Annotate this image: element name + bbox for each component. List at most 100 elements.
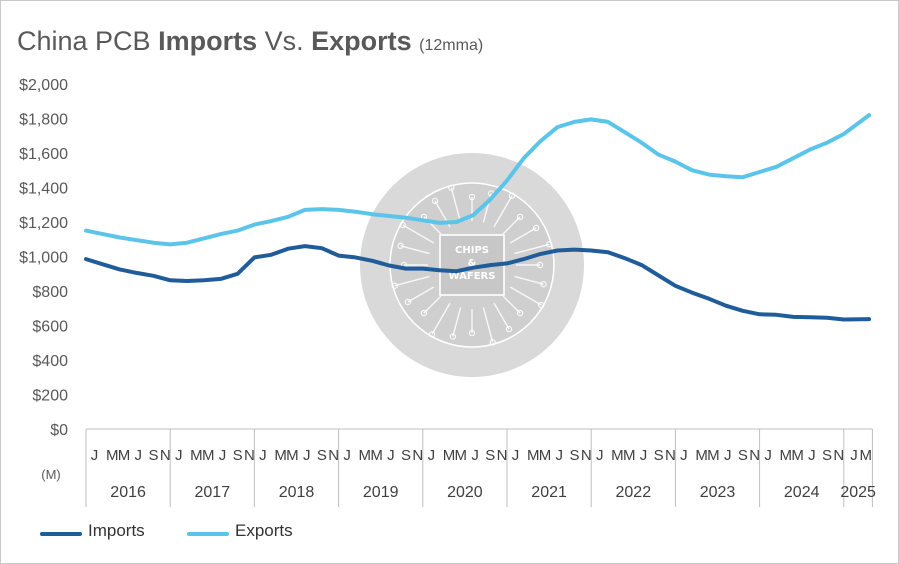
legend-swatch-exports [187, 532, 229, 536]
watermark-trace [502, 216, 521, 235]
chart-title: China PCB Imports Vs. Exports (12mma) [17, 24, 483, 63]
month-label: N [328, 447, 339, 464]
title-prefix: China PCB [17, 26, 159, 56]
legend-label-exports: Exports [235, 521, 293, 540]
watermark-node [516, 213, 524, 221]
month-label: N [497, 447, 508, 464]
month-label: M [286, 447, 299, 464]
month-label: M [791, 447, 804, 464]
month-label: M [527, 447, 540, 464]
month-label: M [190, 447, 203, 464]
month-label: S [485, 447, 495, 464]
y-tick-label: $1,200 [19, 215, 68, 232]
month-label: S [822, 447, 832, 464]
y-unit-label: (M) [41, 467, 61, 482]
month-label: J [724, 447, 732, 464]
watermark-trace [431, 302, 451, 335]
month-label: N [833, 447, 844, 464]
watermark-node [532, 224, 540, 232]
watermark-text-1: CHIPS [455, 245, 489, 256]
watermark-node [538, 301, 545, 309]
title-imports: Imports [158, 26, 258, 56]
year-label: 2019 [363, 484, 399, 501]
y-tick-label: $400 [32, 353, 68, 370]
watermark-trace [400, 245, 430, 255]
watermark-trace [509, 286, 542, 306]
y-tick-label: $1,800 [19, 112, 68, 129]
watermark-trace [402, 224, 435, 244]
month-label: J [343, 447, 351, 464]
y-tick-label: $800 [32, 284, 68, 301]
y-tick-label: $0 [50, 422, 68, 439]
year-label: 2017 [195, 484, 231, 501]
year-label: 2016 [110, 484, 146, 501]
month-label: M [539, 447, 552, 464]
month-label: M [106, 447, 119, 464]
month-label: J [303, 447, 311, 464]
watermark-node [546, 241, 553, 248]
month-label: J [640, 447, 648, 464]
month-label: N [412, 447, 423, 464]
month-label: J [596, 447, 604, 464]
year-label: 2022 [616, 484, 652, 501]
month-label: N [160, 447, 171, 464]
watermark-node [516, 309, 524, 317]
month-label: S [148, 447, 158, 464]
month-label: M [118, 447, 131, 464]
month-label: S [738, 447, 748, 464]
watermark-node [397, 242, 404, 250]
watermark-text-2: & [468, 258, 477, 269]
month-label: N [749, 447, 760, 464]
month-label: J [471, 447, 479, 464]
y-tick-label: $1,000 [19, 250, 68, 267]
chips-wafers-watermark: CHIPS & WAFERS [360, 153, 584, 377]
month-label: M [370, 447, 383, 464]
year-label: 2018 [279, 484, 315, 501]
watermark-trace [493, 195, 513, 228]
month-label: J [135, 447, 143, 464]
month-label: S [233, 447, 243, 464]
watermark-trace [450, 187, 462, 223]
watermark-node [420, 309, 428, 317]
month-label: M [780, 447, 793, 464]
y-tick-label: $600 [32, 319, 68, 336]
watermark-node [540, 280, 547, 288]
month-label: S [569, 447, 579, 464]
month-label: J [91, 447, 99, 464]
year-label: 2023 [700, 484, 736, 501]
month-label: J [808, 447, 816, 464]
watermark-text-3: WAFERS [449, 271, 496, 282]
month-label: M [359, 447, 372, 464]
month-label: J [259, 447, 267, 464]
watermark-node [391, 282, 398, 289]
watermark-trace [482, 307, 494, 343]
month-label: M [202, 447, 215, 464]
month-label: M [455, 447, 468, 464]
watermark-node [428, 331, 436, 338]
month-label: J [428, 447, 436, 464]
watermark-node [399, 221, 406, 229]
series-line-exports [84, 113, 872, 247]
year-label: 2025 [840, 484, 876, 501]
y-tick-label: $1,600 [19, 146, 68, 163]
watermark-trace [423, 295, 442, 314]
month-label: M [707, 447, 720, 464]
month-label: J [512, 447, 520, 464]
watermark-node [536, 261, 544, 269]
month-label: M [443, 447, 456, 464]
month-label: S [654, 447, 664, 464]
month-label: N [581, 447, 592, 464]
title-exports: Exports [311, 26, 412, 56]
year-label: 2024 [784, 484, 820, 501]
series-line-imports [84, 244, 872, 322]
month-label: J [680, 447, 688, 464]
month-label: M [860, 447, 873, 464]
y-tick-label: $1,400 [19, 181, 68, 198]
watermark-trace [509, 227, 537, 244]
watermark-trace [493, 302, 510, 330]
watermark-trace [514, 275, 544, 285]
month-label: S [401, 447, 411, 464]
watermark-node [448, 184, 455, 191]
y-tick-label: $2,000 [19, 77, 68, 94]
watermark-trace [407, 286, 435, 303]
